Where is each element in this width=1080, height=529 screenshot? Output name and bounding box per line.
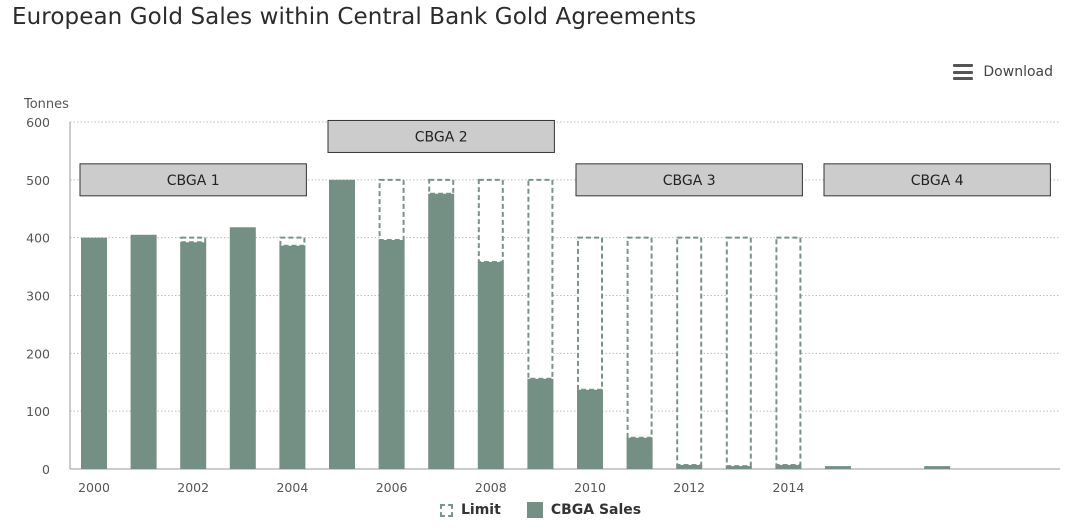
y-tick-label: 600 xyxy=(26,115,50,130)
sales-bar xyxy=(229,227,256,469)
limit-bar xyxy=(577,236,603,391)
legend-item-limit[interactable]: Limit xyxy=(440,502,501,518)
limit-bar xyxy=(527,178,554,380)
agreement-box xyxy=(575,163,803,197)
sales-bar xyxy=(775,464,802,469)
agreement-box xyxy=(823,163,1051,197)
sales-swatch xyxy=(526,502,543,518)
sales-bar xyxy=(626,437,653,469)
bar-chart: 0 100 200 300 400 500 600 Tonnes 2000 2002 2004 200… xyxy=(23,97,1060,495)
legend-label-limit: Limit xyxy=(461,502,501,518)
x-tick-label: 2002 xyxy=(177,480,209,495)
agreement-label: CBGA 2 xyxy=(415,129,468,145)
sales-bar xyxy=(577,389,603,469)
sales-bar xyxy=(924,466,951,469)
sales-bar xyxy=(279,245,306,469)
y-tick-label: 0 xyxy=(42,462,50,477)
sales-bar xyxy=(527,378,554,469)
sales-bar xyxy=(329,179,355,470)
y-axis-label: Tonnes xyxy=(23,97,69,112)
y-tick-label: 200 xyxy=(26,346,50,361)
y-tick-label: 400 xyxy=(26,231,50,246)
chart-title: European Gold Sales within Central Bank … xyxy=(12,4,697,30)
limit-bar xyxy=(180,236,207,244)
sales-bar xyxy=(378,239,405,469)
x-tick-label: 2008 xyxy=(475,480,507,495)
y-tick-label: 100 xyxy=(26,404,50,419)
sales-bar xyxy=(180,242,207,469)
limit-bar xyxy=(725,236,752,468)
limit-bar xyxy=(477,178,504,263)
agreement-box xyxy=(79,163,307,197)
y-tick-label: 500 xyxy=(26,173,50,188)
limit-bar xyxy=(626,236,653,439)
download-button[interactable]: Download xyxy=(953,64,1053,80)
hamburger-menu-icon xyxy=(953,64,974,80)
x-tick-label: 2006 xyxy=(376,480,408,495)
limit-swatch xyxy=(440,503,453,517)
agreement-box xyxy=(327,119,555,153)
y-tick-label: 300 xyxy=(26,289,50,304)
limit-bar xyxy=(279,236,306,247)
legend: Limit CBGA Sales xyxy=(440,502,641,518)
download-label: Download xyxy=(983,64,1053,80)
limit-bar xyxy=(676,236,703,466)
sales-bar xyxy=(130,234,157,469)
agreement-label: CBGA 1 xyxy=(167,173,220,189)
limit-bar xyxy=(775,236,802,466)
sales-bar xyxy=(825,466,851,469)
x-tick-label: 2010 xyxy=(574,480,606,495)
x-tick-label: 2014 xyxy=(772,480,804,495)
sales-bar xyxy=(477,261,504,469)
x-tick-label: 2004 xyxy=(276,480,308,495)
limit-bar xyxy=(428,178,455,195)
sales-bar xyxy=(81,237,107,469)
agreement-label: CBGA 3 xyxy=(663,173,716,189)
legend-item-sales[interactable]: CBGA Sales xyxy=(526,502,642,518)
agreement-label: CBGA 4 xyxy=(911,173,964,189)
limit-bar xyxy=(378,178,405,241)
legend-label-sales: CBGA Sales xyxy=(550,502,642,518)
sales-bar xyxy=(428,193,455,470)
x-tick-label: 2012 xyxy=(673,480,705,495)
x-tick-label: 2000 xyxy=(78,480,110,495)
sales-bar xyxy=(676,464,703,469)
sales-bar xyxy=(725,466,752,469)
